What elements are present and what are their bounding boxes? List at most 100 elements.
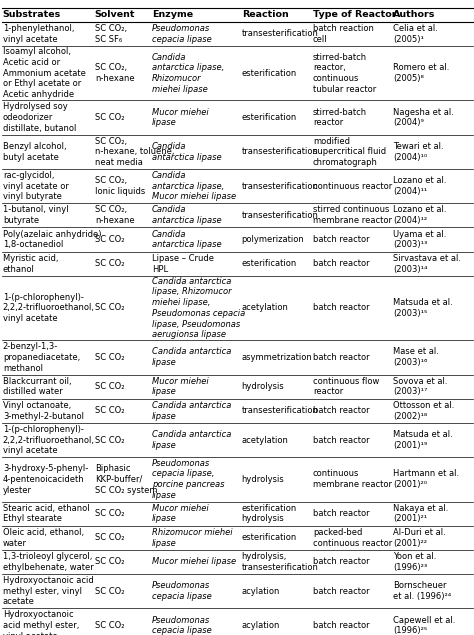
Text: Tewari et al.
(2004)¹⁰: Tewari et al. (2004)¹⁰	[393, 142, 444, 162]
Text: Yoon et al.
(1996)²³: Yoon et al. (1996)²³	[393, 552, 437, 572]
Text: continuous
membrane reactor: continuous membrane reactor	[313, 469, 392, 489]
Text: Stearic acid, ethanol
Ethyl stearate: Stearic acid, ethanol Ethyl stearate	[3, 504, 90, 523]
Text: transesterification: transesterification	[242, 147, 319, 156]
Text: Rhizomucor miehei
lipase: Rhizomucor miehei lipase	[152, 528, 232, 547]
Text: Celia et al.
(2005)¹: Celia et al. (2005)¹	[393, 24, 438, 44]
Text: transesterification: transesterification	[242, 406, 319, 415]
Text: Lozano et al.
(2004)¹²: Lozano et al. (2004)¹²	[393, 205, 447, 225]
Text: packed-bed
continuous reactor: packed-bed continuous reactor	[313, 528, 392, 547]
Text: SC CO₂: SC CO₂	[95, 533, 124, 542]
Text: 1-phenylethanol,
vinyl acetate: 1-phenylethanol, vinyl acetate	[3, 24, 74, 44]
Text: batch reactor: batch reactor	[313, 406, 369, 415]
Text: 2-benzyl-1,3-
propanediacetate,
methanol: 2-benzyl-1,3- propanediacetate, methanol	[3, 342, 80, 373]
Text: batch reactor: batch reactor	[313, 235, 369, 244]
Text: 1-butanol, vinyl
butyrate: 1-butanol, vinyl butyrate	[3, 205, 68, 225]
Text: Reaction: Reaction	[242, 10, 289, 19]
Text: SC CO₂,
Ionic liquids: SC CO₂, Ionic liquids	[95, 176, 145, 196]
Text: rac-glycidol,
vinyl acetate or
vinyl butyrate: rac-glycidol, vinyl acetate or vinyl but…	[3, 171, 69, 201]
Text: SC CO₂: SC CO₂	[95, 304, 124, 312]
Text: batch reactor: batch reactor	[313, 587, 369, 596]
Text: Candida
antarctica lipase,
Mucor miehei lipase: Candida antarctica lipase, Mucor miehei …	[152, 171, 236, 201]
Text: asymmetrization: asymmetrization	[242, 353, 312, 362]
Text: hydrolysis: hydrolysis	[242, 475, 284, 484]
Text: Candida antarctica
lipase, Rhizomucor
miehei lipase,
Pseudomonas cepacia
lipase,: Candida antarctica lipase, Rhizomucor mi…	[152, 277, 245, 339]
Text: batch reaction
cell: batch reaction cell	[313, 24, 374, 44]
Text: stirred-batch
reactor: stirred-batch reactor	[313, 107, 367, 128]
Text: Mucor miehei
lipase: Mucor miehei lipase	[152, 377, 209, 396]
Text: Mase et al.
(2003)¹⁶: Mase et al. (2003)¹⁶	[393, 347, 439, 367]
Text: acetylation: acetylation	[242, 304, 289, 312]
Text: transesterification: transesterification	[242, 211, 319, 220]
Text: Bornscheuer
et al. (1996)²⁴: Bornscheuer et al. (1996)²⁴	[393, 581, 452, 601]
Text: stirred continuous
membrane reactor: stirred continuous membrane reactor	[313, 205, 392, 225]
Text: esterification: esterification	[242, 113, 297, 122]
Text: SC CO₂: SC CO₂	[95, 558, 124, 566]
Text: Uyama et al.
(2003)¹³: Uyama et al. (2003)¹³	[393, 230, 447, 250]
Text: Myristic acid,
ethanol: Myristic acid, ethanol	[3, 254, 58, 274]
Text: batch reactor: batch reactor	[313, 509, 369, 518]
Text: Ottosson et al.
(2002)¹⁸: Ottosson et al. (2002)¹⁸	[393, 401, 455, 420]
Text: 3-hydroxy-5-phenyl-
4-pentenoicacideth
ylester: 3-hydroxy-5-phenyl- 4-pentenoicacideth y…	[3, 464, 88, 495]
Text: acylation: acylation	[242, 621, 280, 630]
Text: Nakaya et al.
(2001)²¹: Nakaya et al. (2001)²¹	[393, 504, 449, 523]
Text: batch reactor: batch reactor	[313, 259, 369, 268]
Text: acylation: acylation	[242, 587, 280, 596]
Text: transesterification: transesterification	[242, 29, 319, 38]
Text: SC CO₂: SC CO₂	[95, 235, 124, 244]
Text: transesterification: transesterification	[242, 182, 319, 190]
Text: Nagesha et al.
(2004)⁹: Nagesha et al. (2004)⁹	[393, 107, 454, 128]
Text: SC CO₂: SC CO₂	[95, 113, 124, 122]
Text: batch reactor: batch reactor	[313, 436, 369, 444]
Text: Hydroxyoctanoic acid
methyl ester, vinyl
acetate: Hydroxyoctanoic acid methyl ester, vinyl…	[3, 576, 93, 606]
Text: Hartmann et al.
(2001)²⁰: Hartmann et al. (2001)²⁰	[393, 469, 460, 489]
Text: Pseudomonas
cepacia lipase: Pseudomonas cepacia lipase	[152, 615, 211, 635]
Text: Candida antarctica
lipase: Candida antarctica lipase	[152, 347, 231, 367]
Text: modified
supercritical fluid
chromatograph: modified supercritical fluid chromatogra…	[313, 137, 386, 167]
Text: Oleic acid, ethanol,
water: Oleic acid, ethanol, water	[3, 528, 84, 547]
Text: hydrolysis,
transesterification: hydrolysis, transesterification	[242, 552, 319, 572]
Text: Pseudomonas
cepacia lipase,
porcine pancreas
lipase: Pseudomonas cepacia lipase, porcine panc…	[152, 458, 224, 500]
Text: continuous reactor: continuous reactor	[313, 182, 392, 190]
Text: 1,3-trioleoyl glycerol,
ethylbehenate, water: 1,3-trioleoyl glycerol, ethylbehenate, w…	[3, 552, 93, 572]
Text: Lozano et al.
(2004)¹¹: Lozano et al. (2004)¹¹	[393, 176, 447, 196]
Text: batch reactor: batch reactor	[313, 304, 369, 312]
Text: esterification: esterification	[242, 259, 297, 268]
Text: Benzyl alcohol,
butyl acetate: Benzyl alcohol, butyl acetate	[3, 142, 66, 162]
Text: Sovova et al.
(2003)¹⁷: Sovova et al. (2003)¹⁷	[393, 377, 448, 396]
Text: 1-(p-chlorophenyl)-
2,2,2-trifluoroethanol,
vinyl acetate: 1-(p-chlorophenyl)- 2,2,2-trifluoroethan…	[3, 293, 95, 323]
Text: Enzyme: Enzyme	[152, 10, 193, 19]
Text: polymerization: polymerization	[242, 235, 304, 244]
Text: Lipase – Crude
HPL: Lipase – Crude HPL	[152, 254, 214, 274]
Text: Candida antarctica
lipase: Candida antarctica lipase	[152, 430, 231, 450]
Text: Type of Reactor: Type of Reactor	[313, 10, 396, 19]
Text: Authors: Authors	[393, 10, 436, 19]
Text: continuous flow
reactor: continuous flow reactor	[313, 377, 379, 396]
Text: SC CO₂,
SC SF₆: SC CO₂, SC SF₆	[95, 24, 127, 44]
Text: Candida
antarctica lipase: Candida antarctica lipase	[152, 142, 221, 162]
Text: batch reactor: batch reactor	[313, 621, 369, 630]
Text: Hydrolysed soy
odeodorizer
distillate, butanol: Hydrolysed soy odeodorizer distillate, b…	[3, 102, 76, 133]
Text: 1-(p-chlorophenyl)-
2,2,2-trifluoroethanol,
vinyl acetate: 1-(p-chlorophenyl)- 2,2,2-trifluoroethan…	[3, 425, 95, 455]
Text: Candida
antarctica lipase: Candida antarctica lipase	[152, 205, 221, 225]
Text: Solvent: Solvent	[95, 10, 135, 19]
Text: stirred-batch
reactor,
continuous
tubular reactor: stirred-batch reactor, continuous tubula…	[313, 53, 376, 94]
Text: Substrates: Substrates	[3, 10, 61, 19]
Text: Mucor miehei lipase: Mucor miehei lipase	[152, 558, 236, 566]
Text: Hydroxyoctanoic
acid methyl ester,
vinyl acetate: Hydroxyoctanoic acid methyl ester, vinyl…	[3, 610, 79, 635]
Text: esterification
hydrolysis: esterification hydrolysis	[242, 504, 297, 523]
Text: Poly(azelaic anhydride)
1,8-octanediol: Poly(azelaic anhydride) 1,8-octanediol	[3, 230, 101, 250]
Text: Pseudomonas
cepacia lipase: Pseudomonas cepacia lipase	[152, 581, 211, 601]
Text: SC CO₂: SC CO₂	[95, 436, 124, 444]
Text: Pseudomonas
cepacia lipase: Pseudomonas cepacia lipase	[152, 24, 211, 44]
Text: Mucor miehei
lipase: Mucor miehei lipase	[152, 107, 209, 128]
Text: Romero et al.
(2005)⁸: Romero et al. (2005)⁸	[393, 64, 450, 83]
Text: Sirvastava et al.
(2003)¹⁴: Sirvastava et al. (2003)¹⁴	[393, 254, 461, 274]
Text: Candida
antarctica lipase,
Rhizomucor
miehei lipase: Candida antarctica lipase, Rhizomucor mi…	[152, 53, 224, 94]
Text: SC CO₂: SC CO₂	[95, 353, 124, 362]
Text: Candida antarctica
lipase: Candida antarctica lipase	[152, 401, 231, 420]
Text: Vinyl octanoate,
3-methyl-2-butanol: Vinyl octanoate, 3-methyl-2-butanol	[3, 401, 84, 420]
Text: SC CO₂,
n-hexane: SC CO₂, n-hexane	[95, 205, 135, 225]
Text: SC CO₂,
n-hexane: SC CO₂, n-hexane	[95, 64, 135, 83]
Text: Biphasic
KKP-buffer/
SC CO₂ system: Biphasic KKP-buffer/ SC CO₂ system	[95, 464, 157, 495]
Text: acetylation: acetylation	[242, 436, 289, 444]
